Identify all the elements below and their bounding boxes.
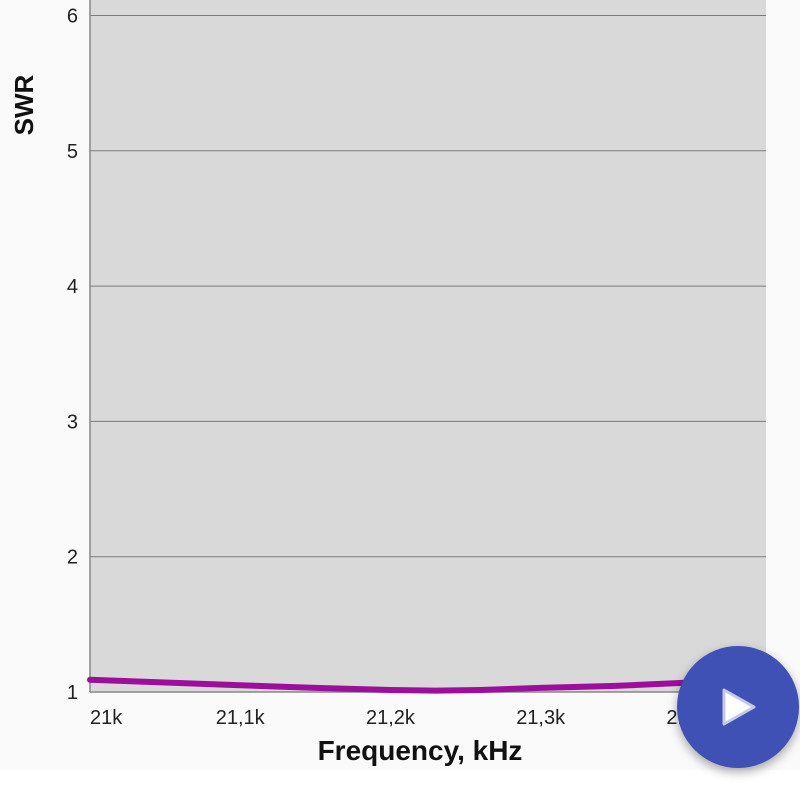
y-tick-label: 1 bbox=[67, 682, 78, 704]
x-tick-label: 21k bbox=[90, 707, 123, 729]
x-tick-label: 21,3k bbox=[516, 707, 566, 729]
y-tick-label: 2 bbox=[67, 547, 78, 569]
y-tick-label: 3 bbox=[67, 411, 78, 433]
x-tick-label: 21,2k bbox=[366, 707, 416, 729]
swr-series-line bbox=[87, 676, 769, 694]
y-tick-label: 6 bbox=[67, 6, 78, 28]
x-tick-label: 21,1k bbox=[216, 707, 266, 729]
y-axis-label: SWR bbox=[9, 74, 39, 135]
play-button[interactable] bbox=[677, 646, 799, 768]
plot-area bbox=[90, 0, 766, 692]
x-axis-label: Frequency, kHz bbox=[318, 735, 523, 766]
y-tick-label: 4 bbox=[67, 276, 78, 298]
play-icon bbox=[722, 688, 756, 726]
y-tick-label: 5 bbox=[67, 141, 78, 163]
